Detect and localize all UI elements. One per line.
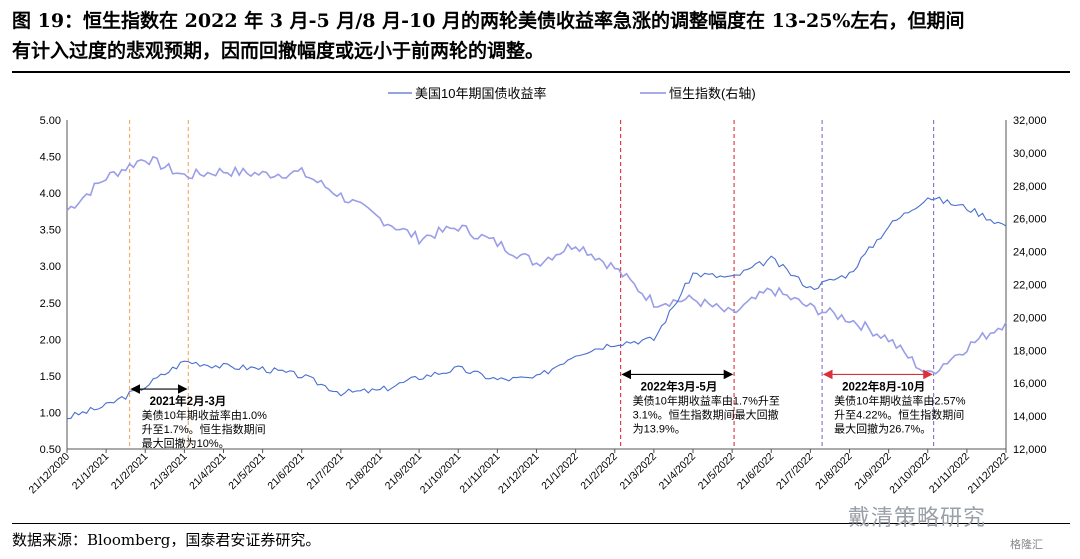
- x-tick-label: 21/12/2021: [496, 451, 542, 497]
- y-left-tick-label: 0.50: [40, 444, 61, 456]
- title-rule: [12, 71, 1070, 73]
- y-left-tick-label: 1.50: [40, 371, 61, 383]
- x-tick-label: 21/9/2022: [852, 451, 894, 493]
- title-line-1: 图 19：恒生指数在 2022 年 3 月-5 月/8 月-10 月的两轮美债收…: [12, 10, 965, 32]
- annotation-text: 2021年2月-3月: [150, 394, 227, 408]
- y-left-tick-label: 2.50: [40, 298, 61, 310]
- x-tick-label: 21/8/2022: [813, 451, 855, 493]
- y-left-tick-label: 2.00: [40, 334, 61, 346]
- hsi-line: [66, 155, 1007, 375]
- watermark: 戴清策略研究: [848, 506, 987, 531]
- chart: 5.00 4.50 4.00 3.50 3.00 2.50 2.00 1.50 1.00 0.50…: [26, 86, 1047, 497]
- x-tick-label: 21/4/2022: [657, 451, 699, 493]
- y-left-tick-label: 4.00: [40, 188, 61, 200]
- annotation-text: 2022年8月-10月: [842, 379, 925, 393]
- x-tick-label: 21/2/2021: [109, 451, 151, 493]
- y-right-tick-label: 20,000: [1013, 312, 1047, 324]
- legend-label-yield: 美国10年期国债收益率: [415, 86, 546, 101]
- annotation-text: 升至1.7%。恒生指数期间: [142, 422, 266, 436]
- x-tick-label: 21/10/2021: [418, 451, 464, 497]
- y-right-tick-label: 26,000: [1013, 214, 1047, 226]
- x-tick-label: 21/12/2020: [26, 451, 72, 497]
- legend-label-hsi: 恒生指数(右轴): [669, 86, 756, 101]
- yield-line: [66, 196, 1007, 420]
- y-right-tick-label: 28,000: [1013, 181, 1047, 193]
- x-tick-label: 21/1/2021: [70, 451, 112, 493]
- y-right-tick-label: 16,000: [1013, 378, 1047, 390]
- brand-logo: 格隆汇: [1010, 538, 1043, 551]
- annotation-text: 美债10年期收益率由1.7%升至: [633, 393, 780, 407]
- x-tick-label: 21/6/2022: [735, 451, 777, 493]
- x-tick-label: 21/3/2021: [148, 451, 190, 493]
- annotation-text: 美债10年期收益率由2.57%: [834, 393, 966, 407]
- y-right-tick-label: 12,000: [1013, 444, 1047, 456]
- x-tick-label: 21/10/2022: [887, 451, 933, 497]
- y-left-tick-label: 5.00: [40, 115, 61, 127]
- annotation-text: 为13.9%。: [633, 422, 686, 435]
- y-left-tick-label: 4.50: [40, 152, 61, 164]
- annotation-text: 最大回撤为26.7%。: [834, 421, 931, 435]
- x-tick-label: 21/7/2021: [304, 451, 346, 493]
- x-tick-label: 21/9/2021: [383, 451, 425, 493]
- y-right-tick-label: 18,000: [1013, 345, 1047, 357]
- x-tick-label: 21/7/2022: [774, 451, 816, 493]
- x-tick-label: 21/3/2022: [617, 451, 659, 493]
- annotation-text: 升至4.22%。恒生指数期间: [834, 407, 964, 421]
- y-left-tick-label: 3.00: [40, 261, 61, 273]
- y-right-tick-label: 32,000: [1013, 115, 1047, 127]
- y-right-tick-label: 24,000: [1013, 247, 1047, 259]
- annotation-text: 2022年3月-5月: [641, 379, 718, 393]
- y-right-tick-label: 22,000: [1013, 280, 1047, 292]
- x-tick-label: 21/12/2022: [965, 451, 1011, 497]
- x-tick-label: 21/8/2021: [344, 451, 386, 493]
- annotation-text: 美债10年期收益率由1.0%: [142, 408, 268, 422]
- x-tick-label: 21/5/2022: [696, 451, 738, 493]
- annotation-text: 3.1%。恒生指数期间最大回撤: [633, 407, 779, 421]
- y-left-tick-label: 3.50: [40, 225, 61, 237]
- source-rule: [12, 523, 1070, 524]
- x-tick-label: 21/5/2021: [226, 451, 268, 493]
- x-tick-label: 21/6/2021: [265, 451, 307, 493]
- figure-title: 图 19：恒生指数在 2022 年 3 月-5 月/8 月-10 月的两轮美债收…: [12, 6, 1072, 66]
- title-line-2: 有计入过度的悲观预期，因而回撤幅度或远小于前两轮的调整。: [12, 40, 545, 62]
- y-left-tick-label: 1.00: [40, 407, 61, 419]
- source-note: 数据来源：Bloomberg，国泰君安证券研究。: [12, 531, 321, 549]
- annotation-text: 最大回撤为10%。: [142, 436, 230, 450]
- x-tick-label: 21/1/2022: [539, 451, 581, 493]
- y-right-tick-label: 30,000: [1013, 148, 1047, 160]
- x-tick-label: 21/2/2022: [578, 451, 620, 493]
- y-right-tick-label: 14,000: [1013, 411, 1047, 423]
- x-tick-label: 21/4/2021: [187, 451, 229, 493]
